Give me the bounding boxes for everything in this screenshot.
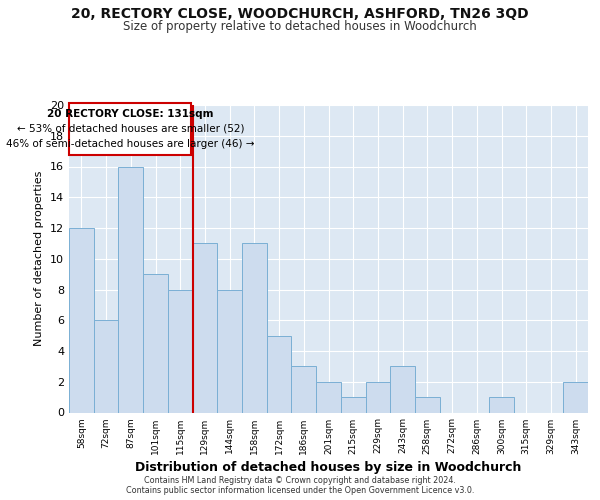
Text: 20 RECTORY CLOSE: 131sqm: 20 RECTORY CLOSE: 131sqm	[47, 109, 214, 119]
Text: ← 53% of detached houses are smaller (52): ← 53% of detached houses are smaller (52…	[17, 123, 244, 133]
Bar	[316, 382, 341, 412]
Bar	[242, 244, 267, 412]
Text: Size of property relative to detached houses in Woodchurch: Size of property relative to detached ho…	[123, 20, 477, 33]
Y-axis label: Number of detached properties: Number of detached properties	[34, 171, 44, 346]
Bar	[489, 397, 514, 412]
Bar	[143, 274, 168, 412]
Bar	[193, 244, 217, 412]
Bar	[267, 336, 292, 412]
Bar	[70, 104, 191, 155]
Bar	[217, 290, 242, 412]
Bar	[69, 228, 94, 412]
Bar	[365, 382, 390, 412]
Text: 46% of semi-detached houses are larger (46) →: 46% of semi-detached houses are larger (…	[6, 138, 254, 148]
Bar	[563, 382, 588, 412]
Bar	[94, 320, 118, 412]
Bar	[415, 397, 440, 412]
Text: 20, RECTORY CLOSE, WOODCHURCH, ASHFORD, TN26 3QD: 20, RECTORY CLOSE, WOODCHURCH, ASHFORD, …	[71, 8, 529, 22]
Bar	[390, 366, 415, 412]
Bar	[341, 397, 365, 412]
Bar	[118, 166, 143, 412]
Bar	[292, 366, 316, 412]
X-axis label: Distribution of detached houses by size in Woodchurch: Distribution of detached houses by size …	[136, 460, 521, 473]
Bar	[168, 290, 193, 412]
Text: Contains HM Land Registry data © Crown copyright and database right 2024.
Contai: Contains HM Land Registry data © Crown c…	[126, 476, 474, 495]
